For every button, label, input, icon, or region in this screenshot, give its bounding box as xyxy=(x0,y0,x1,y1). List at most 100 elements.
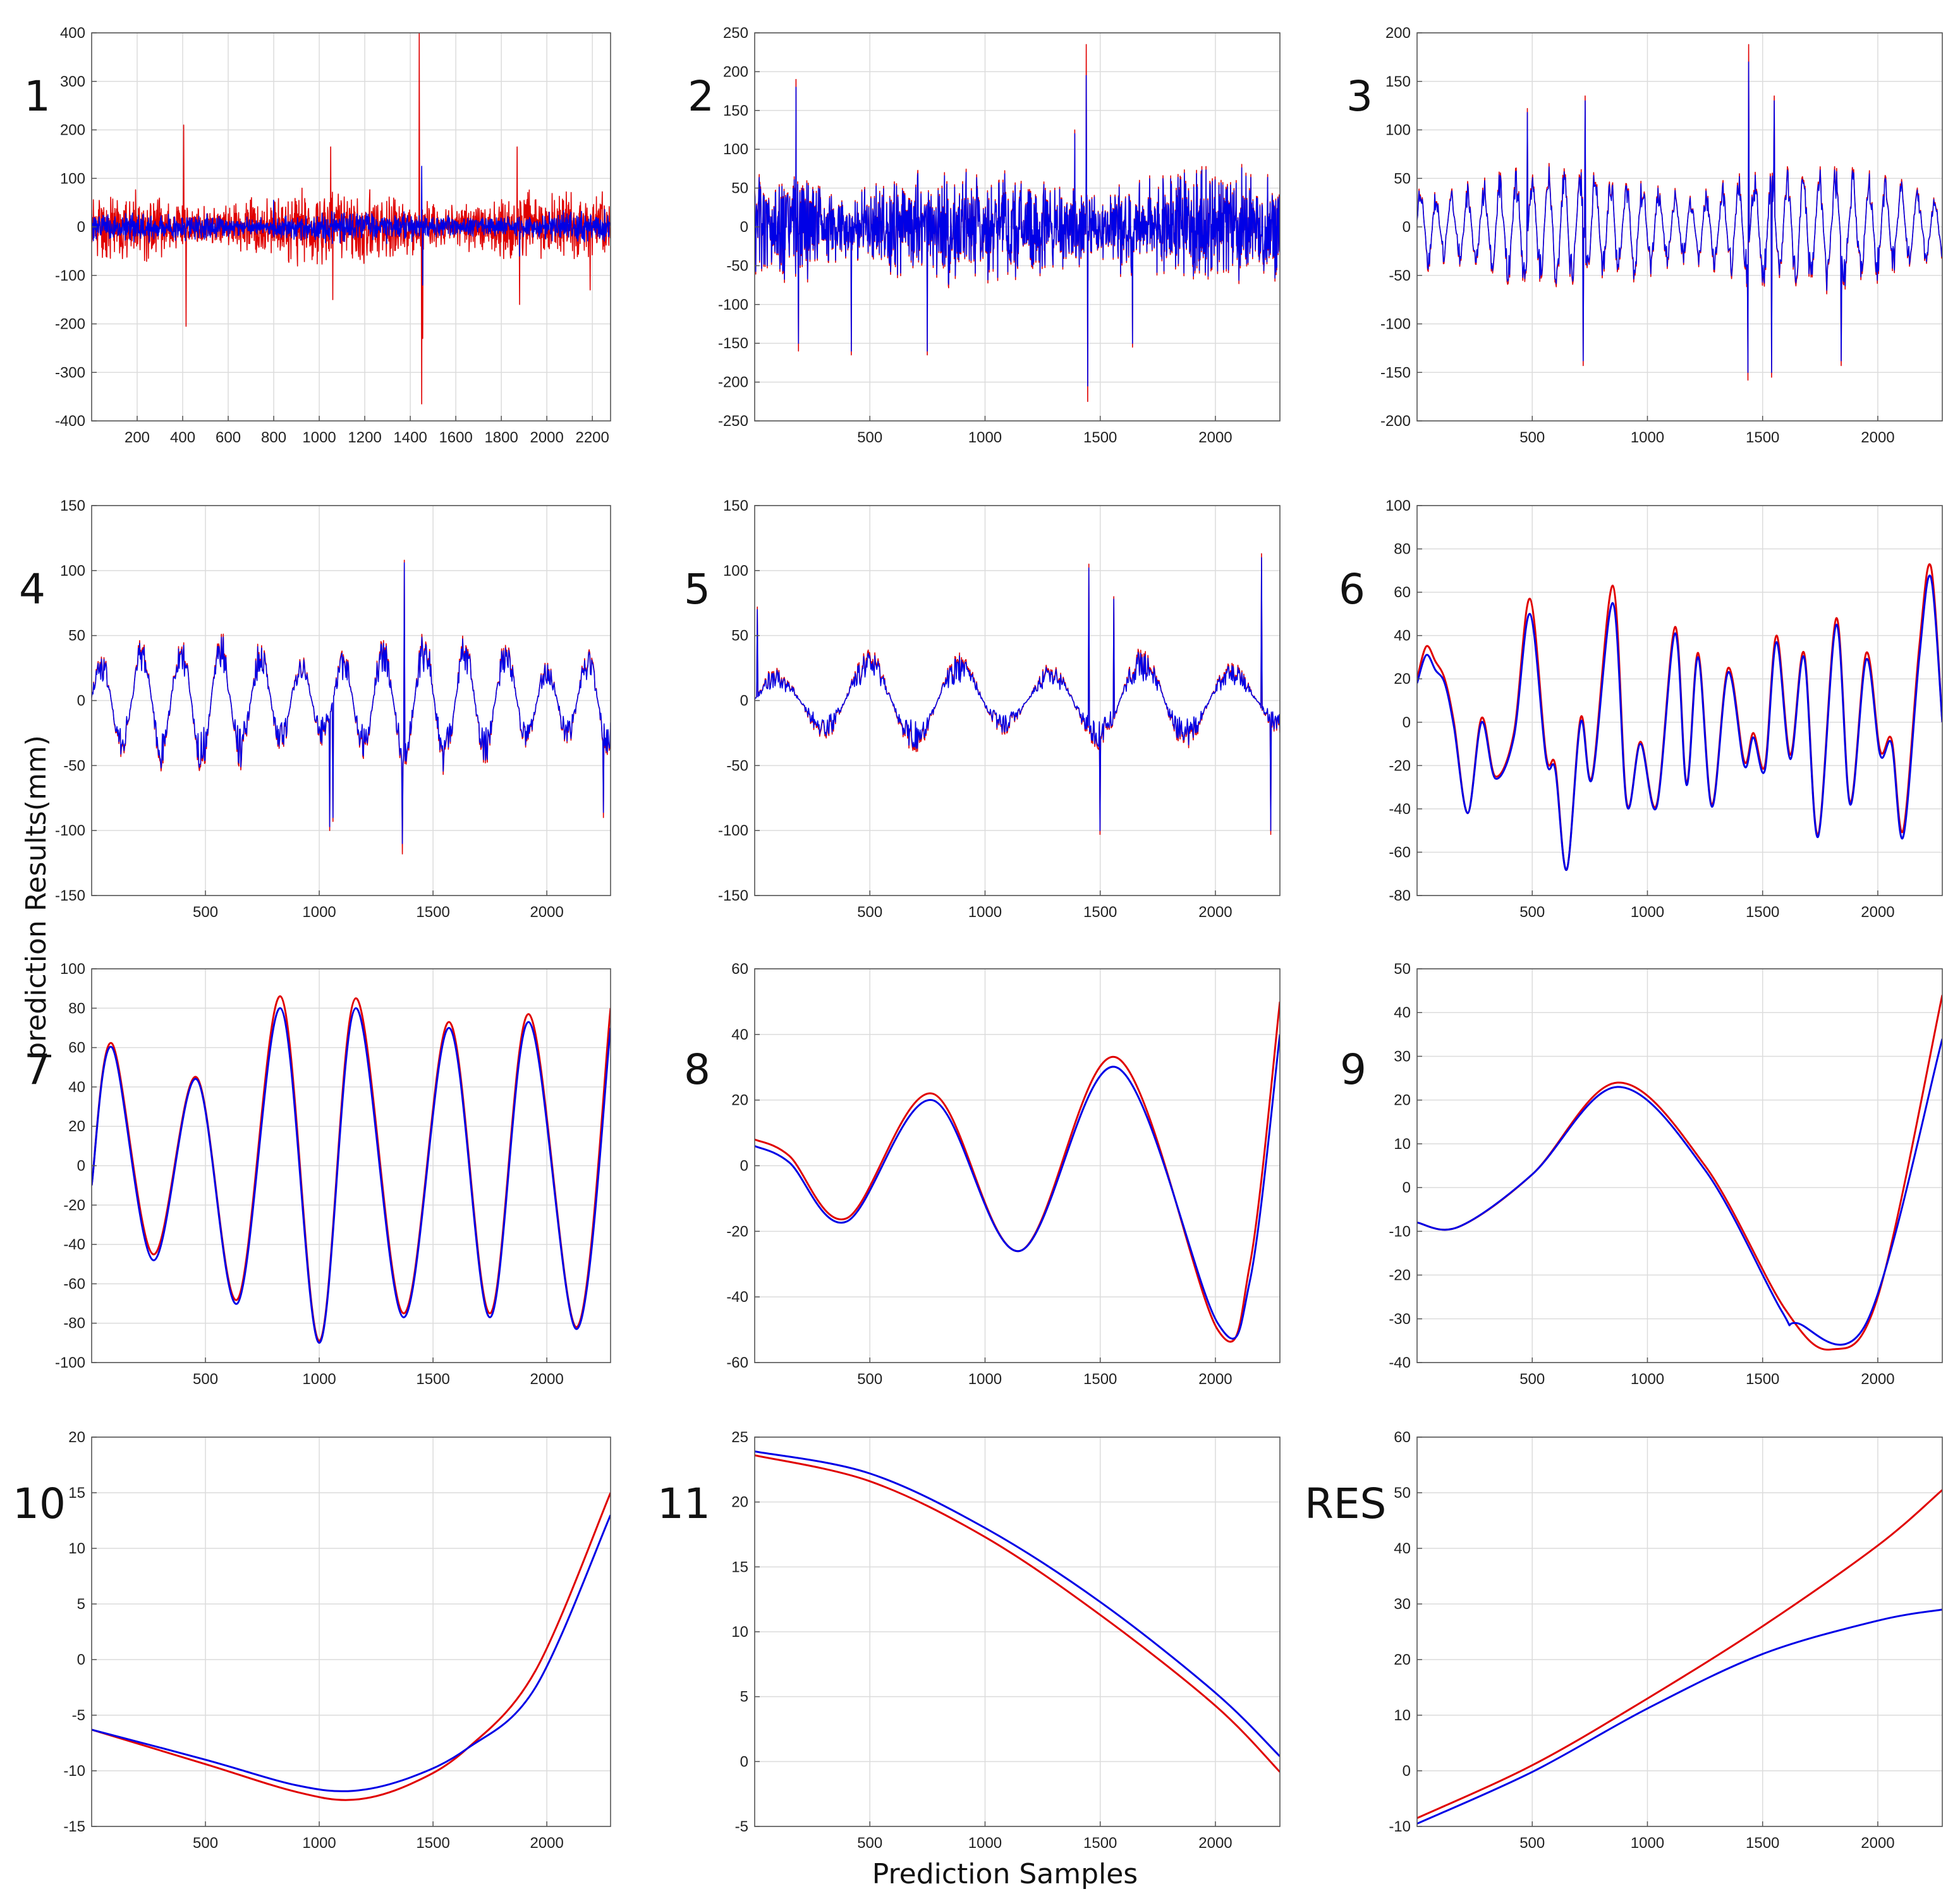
x-tick-label: 2000 xyxy=(1198,1371,1232,1388)
panel-5: 500 1000 1500 2000 -150 -100 -50 0 50 100 150 5 xyxy=(684,497,1281,921)
panel-label: 1 xyxy=(24,72,51,121)
panel-label: 4 xyxy=(19,565,46,614)
panel-7: 500 1000 1500 2000 -100 -80 -60 -40 -20 0 20 40 60 80… xyxy=(24,961,611,1388)
x-tick-label: 500 xyxy=(857,429,882,446)
x-tick-label: 2000 xyxy=(1861,429,1894,446)
y-tick-label: 50 xyxy=(731,628,748,645)
series-group xyxy=(92,559,611,854)
x-tick-label: 1800 xyxy=(484,429,518,446)
plot-area xyxy=(92,1437,611,1826)
y-tick-label: -80 xyxy=(63,1315,85,1332)
series-blue-line xyxy=(1417,574,1942,871)
series-blue-line xyxy=(92,1514,611,1792)
x-tick-label: 1000 xyxy=(1631,1835,1664,1852)
y-tick-label: -200 xyxy=(1380,413,1411,430)
x-tick-label: 1600 xyxy=(439,429,472,446)
y-tick-label: -400 xyxy=(55,413,85,430)
y-tick-label: -100 xyxy=(55,822,85,839)
x-tick-label: 800 xyxy=(261,429,286,446)
x-tick-label: 2000 xyxy=(1861,1835,1894,1852)
y-tick-label: -200 xyxy=(718,374,748,391)
series-blue-line xyxy=(755,1034,1280,1340)
plot-area xyxy=(1417,969,1942,1363)
y-tick-label: 20 xyxy=(1394,1092,1411,1109)
y-tick-label: 250 xyxy=(723,25,748,42)
y-tick-label: 100 xyxy=(1385,122,1411,139)
x-axis-label: Prediction Samples xyxy=(872,1858,1138,1890)
y-tick-label: 50 xyxy=(1394,1485,1411,1502)
panel-label: 6 xyxy=(1339,565,1365,614)
x-tick-label: 1500 xyxy=(1746,1371,1779,1388)
y-tick-label: 25 xyxy=(731,1429,748,1446)
panel-label: 3 xyxy=(1346,72,1373,121)
series-group xyxy=(755,1001,1280,1343)
y-tick-label: -10 xyxy=(1389,1818,1411,1835)
y-tick-label: -40 xyxy=(726,1289,748,1306)
y-tick-label: -100 xyxy=(55,267,85,284)
y-tick-label: 10 xyxy=(1394,1707,1411,1724)
y-tick-label: 150 xyxy=(1385,73,1411,90)
series-blue-line xyxy=(755,75,1280,387)
y-tick-label: 40 xyxy=(1394,1540,1411,1557)
panel-label: 10 xyxy=(13,1479,66,1528)
y-tick-label: 0 xyxy=(77,219,85,236)
panel-label: 5 xyxy=(684,565,710,614)
series-blue-line xyxy=(92,1007,611,1344)
y-tick-label: -60 xyxy=(1389,844,1411,861)
y-tick-label: 80 xyxy=(1394,541,1411,558)
y-tick-label: -10 xyxy=(1389,1223,1411,1240)
y-tick-label: -100 xyxy=(55,1354,85,1371)
y-tick-label: -50 xyxy=(726,257,748,274)
panel-11: 500 1000 1500 2000 -5 0 5 10 15 20 25 11 xyxy=(657,1429,1281,1852)
series-blue-line xyxy=(1417,61,1942,374)
x-tick-label: 500 xyxy=(193,904,218,921)
series-group xyxy=(92,33,611,404)
plot-frame xyxy=(91,1436,611,1827)
y-axis-label: prediction Results(mm) xyxy=(20,735,52,1060)
x-tick-label: 500 xyxy=(857,1371,882,1388)
x-tick-label: 2000 xyxy=(530,1835,563,1852)
y-tick-label: 60 xyxy=(1394,1429,1411,1446)
y-tick-label: -20 xyxy=(63,1197,85,1214)
panel-1: 200 400 600 800 1000 1200 1400 1600 1800 2000 2200… xyxy=(24,25,611,446)
y-tick-label: -20 xyxy=(1389,757,1411,774)
x-tick-label: 1000 xyxy=(968,904,1002,921)
y-tick-label: 200 xyxy=(60,122,85,139)
panel-label: 7 xyxy=(24,1045,51,1094)
panel-2: 500 1000 1500 2000 -250 -200 -150 -100 -50 0 50 100… xyxy=(688,25,1281,446)
x-tick-label: 1000 xyxy=(302,1835,336,1852)
panel-label: 2 xyxy=(688,72,714,121)
series-group xyxy=(92,1492,611,1801)
y-tick-label: -30 xyxy=(1389,1311,1411,1328)
y-tick-label: -15 xyxy=(63,1818,85,1835)
y-tick-label: 0 xyxy=(740,1158,748,1175)
x-tick-label: 1000 xyxy=(968,1371,1002,1388)
y-tick-label: 100 xyxy=(60,562,85,580)
x-tick-label: 2000 xyxy=(1861,1371,1894,1388)
series-blue-line xyxy=(1417,1608,1942,1825)
y-tick-label: 30 xyxy=(1394,1596,1411,1613)
x-tick-label: 1500 xyxy=(1083,1835,1117,1852)
x-tick-label: 400 xyxy=(170,429,195,446)
x-tick-label: 2000 xyxy=(530,904,563,921)
x-tick-label: 2000 xyxy=(1861,904,1894,921)
x-tick-label: 1000 xyxy=(302,1371,336,1388)
x-tick-label: 2000 xyxy=(530,1371,563,1388)
y-tick-label: -200 xyxy=(55,316,85,333)
y-tick-label: -40 xyxy=(1389,1354,1411,1371)
series-group xyxy=(1417,563,1942,871)
x-tick-label: 1000 xyxy=(968,1835,1002,1852)
y-tick-label: 100 xyxy=(60,170,85,187)
x-tick-label: 1500 xyxy=(1746,904,1779,921)
series-group xyxy=(92,995,611,1344)
y-tick-label: 20 xyxy=(1394,671,1411,688)
y-tick-label: -80 xyxy=(1389,887,1411,904)
y-tick-label: -100 xyxy=(718,822,748,839)
y-tick-label: 400 xyxy=(60,25,85,42)
y-tick-label: -150 xyxy=(718,335,748,352)
series-group xyxy=(755,1450,1280,1773)
y-tick-label: -5 xyxy=(735,1818,748,1835)
x-tick-label: 2000 xyxy=(530,429,563,446)
series-blue-line xyxy=(755,557,1280,831)
